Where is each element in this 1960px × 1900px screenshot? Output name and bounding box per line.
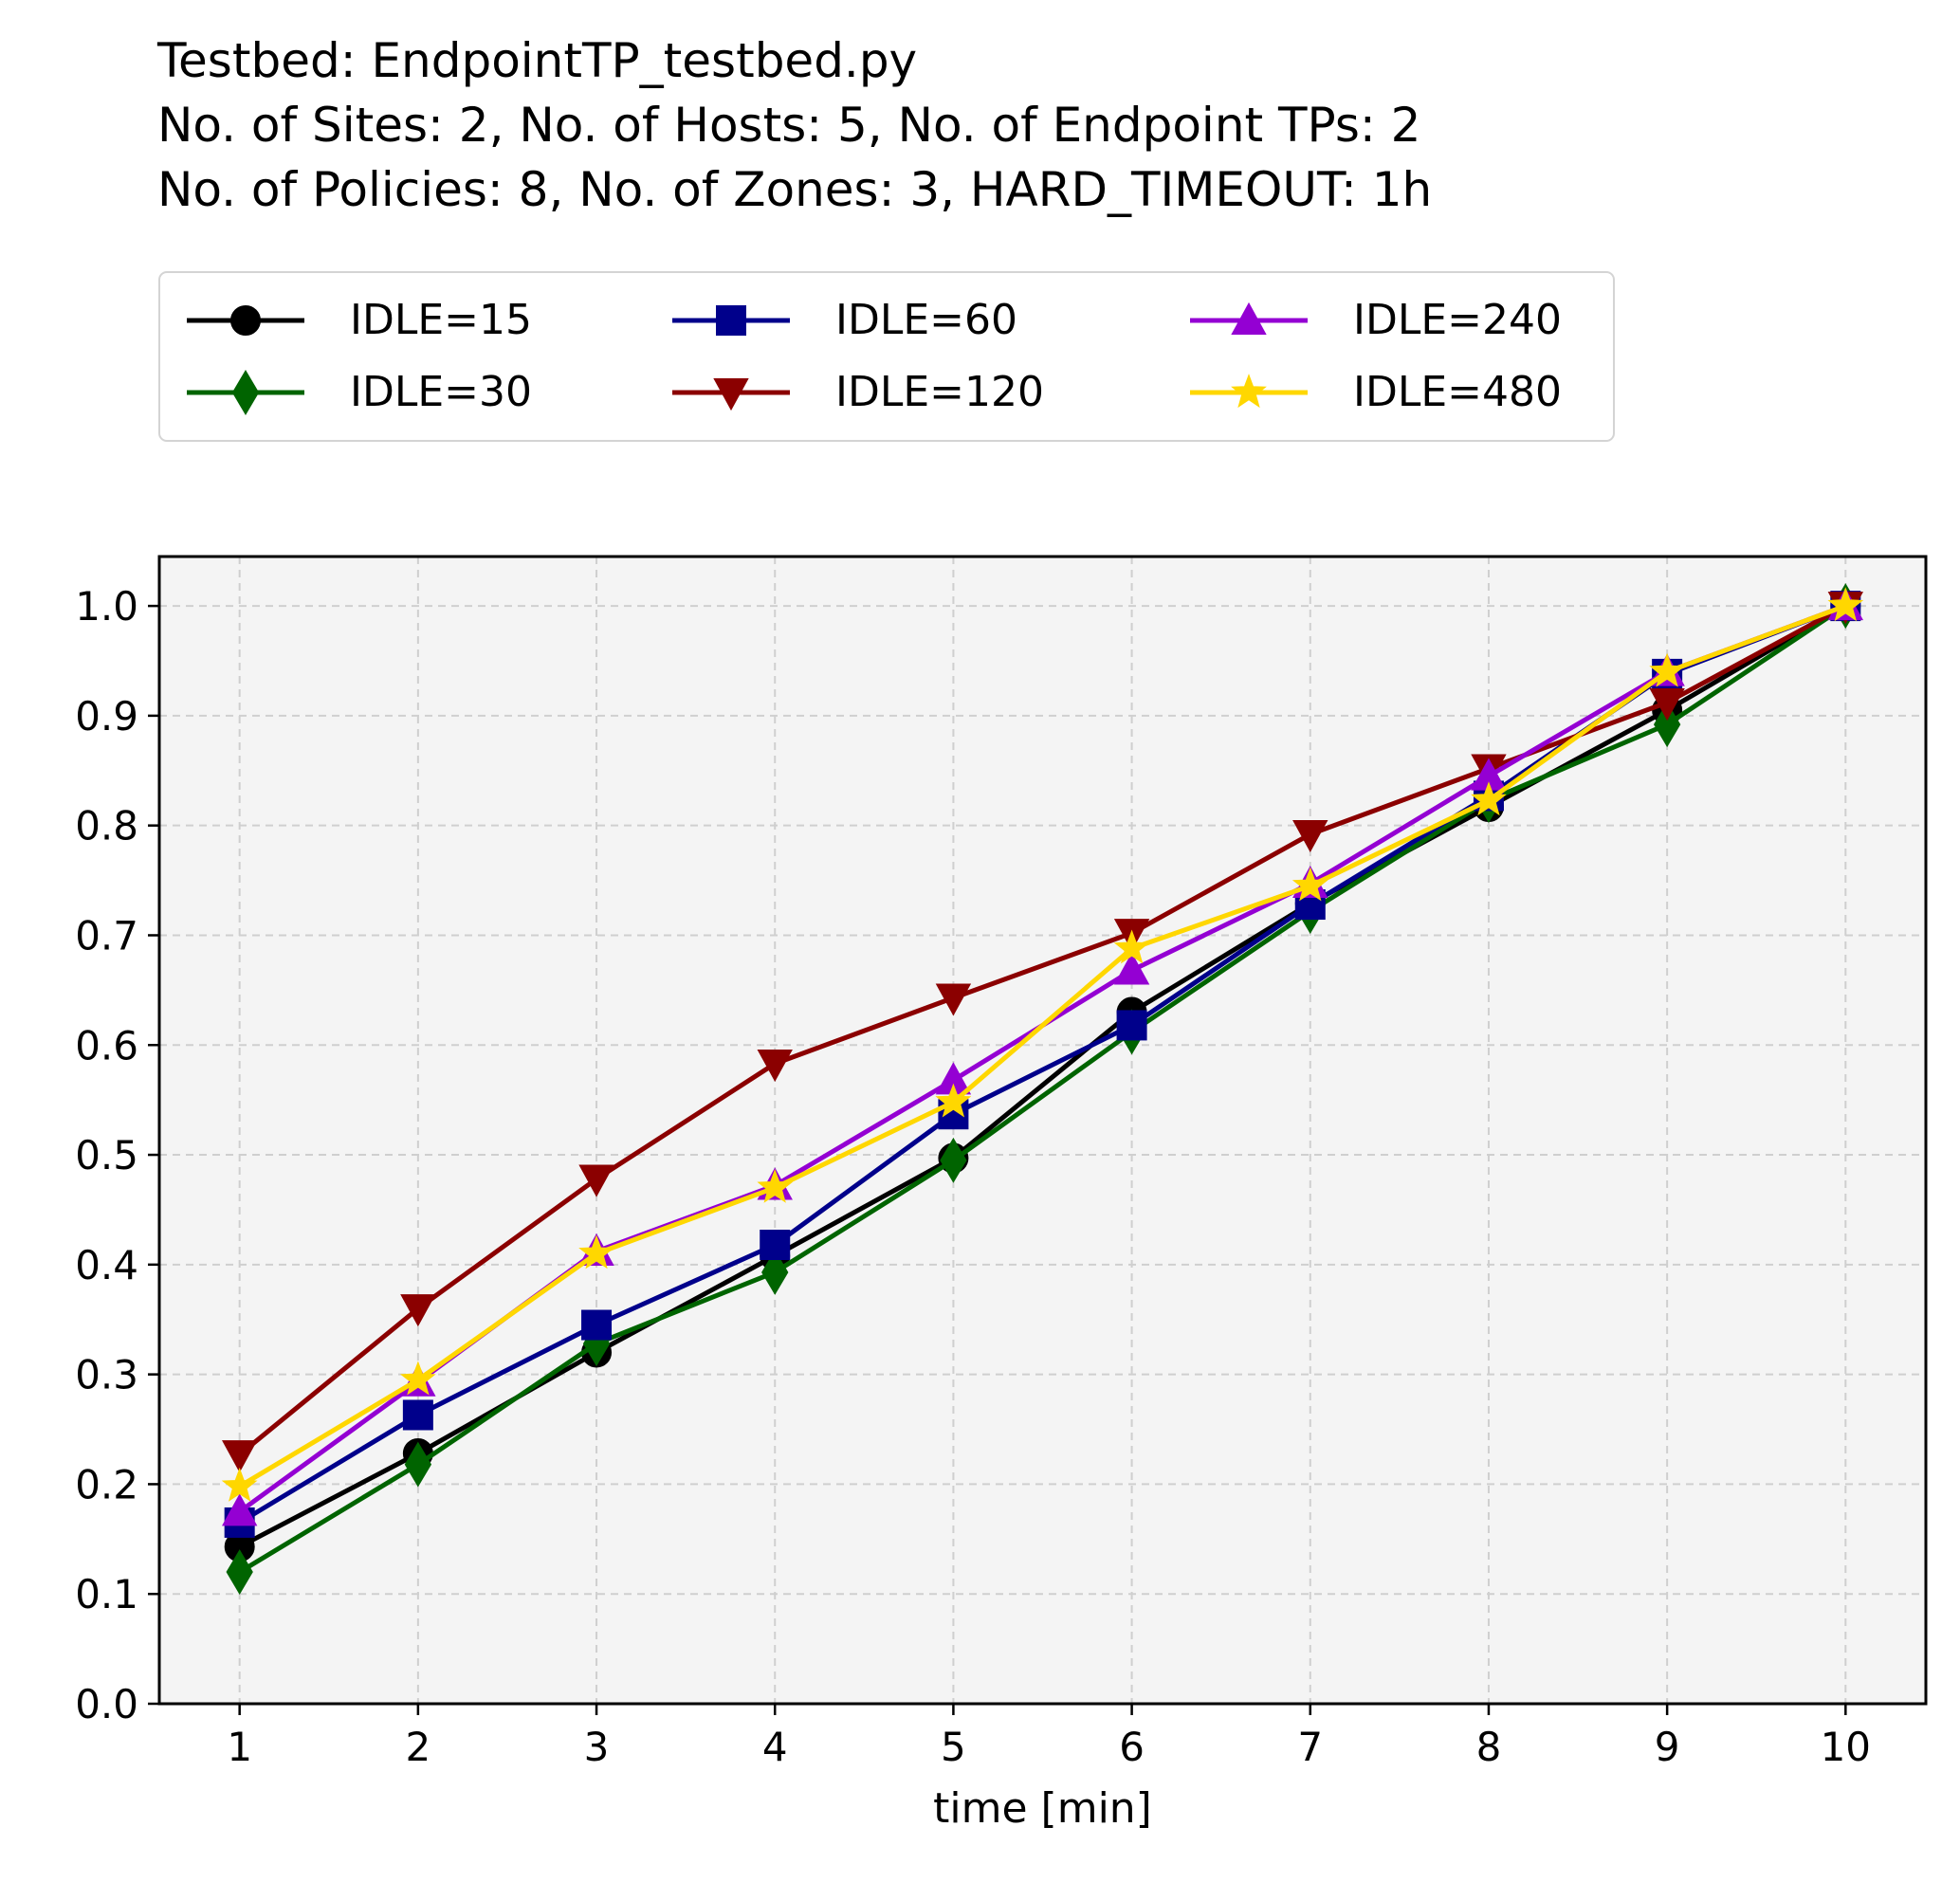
data-point-idle-480 <box>1471 781 1507 816</box>
data-point-idle-120 <box>757 1049 793 1083</box>
data-point-idle-60 <box>581 1309 613 1341</box>
data-point-idle-480 <box>757 1168 794 1203</box>
legend-label-idle-15: IDLE=15 <box>350 296 533 344</box>
series-line-idle-30 <box>238 604 1847 1575</box>
data-point-idle-30 <box>404 1441 432 1488</box>
data-point-idle-480 <box>1827 587 1864 622</box>
legend-marker <box>1231 301 1267 335</box>
legend-marker <box>231 370 260 415</box>
legend-swatch-idle-15 <box>187 305 304 336</box>
x-tick-label: 5 <box>941 1724 966 1770</box>
legend-marker <box>716 305 746 336</box>
plot-background <box>159 557 1926 1704</box>
data-point-idle-120 <box>578 1164 614 1197</box>
data-point-idle-60 <box>760 1230 791 1260</box>
legend-swatch-idle-480 <box>1190 374 1308 409</box>
data-point-idle-480 <box>935 1083 972 1118</box>
series-idle-480 <box>221 587 1864 1502</box>
legend-label-idle-30: IDLE=30 <box>350 368 533 416</box>
y-tick-label: 0.6 <box>75 1022 138 1069</box>
chart-legend: IDLE=15 IDLE=30 IDLE=60 IDLE=120 IDLE=24… <box>158 271 1615 442</box>
data-point-idle-120 <box>1649 688 1685 722</box>
legend-swatch-idle-60 <box>672 305 790 336</box>
data-point-idle-60 <box>1116 1010 1147 1041</box>
x-tick-label: 9 <box>1655 1724 1680 1770</box>
legend-label-idle-480: IDLE=480 <box>1353 368 1563 416</box>
legend-swatch-idle-240 <box>1190 301 1308 335</box>
data-point-idle-120 <box>935 983 972 1016</box>
chart-title: Testbed: EndpointTP_testbed.py No. of Si… <box>157 28 1432 222</box>
y-tick-label: 0.2 <box>75 1461 138 1507</box>
data-point-idle-30 <box>940 1137 967 1183</box>
data-point-idle-60 <box>402 1399 433 1431</box>
y-tick-label: 0.8 <box>75 803 138 850</box>
data-point-idle-120 <box>221 1440 258 1473</box>
series-line-idle-480 <box>238 603 1847 1489</box>
grid <box>159 557 1926 1705</box>
data-point-idle-120 <box>400 1294 436 1327</box>
legend-marker <box>1231 374 1267 409</box>
title-line-2: No. of Sites: 2, No. of Hosts: 5, No. of… <box>157 98 1421 153</box>
data-point-idle-240 <box>221 1493 258 1526</box>
y-tick-label: 0.9 <box>75 693 138 740</box>
x-tick-label: 6 <box>1119 1724 1145 1770</box>
y-tick-label: 1.0 <box>75 583 138 630</box>
legend-swatch-idle-120 <box>672 378 790 411</box>
data-point-idle-30 <box>226 1549 253 1596</box>
title-line-3: No. of Policies: 8, No. of Zones: 3, HAR… <box>157 162 1433 217</box>
data-point-idle-480 <box>221 1467 258 1502</box>
title-line-1: Testbed: EndpointTP_testbed.py <box>157 33 918 88</box>
data-point-idle-480 <box>1649 652 1686 687</box>
x-tick-label: 2 <box>405 1724 430 1770</box>
y-tick-label: 0.7 <box>75 912 138 959</box>
x-tick-label: 4 <box>762 1724 788 1770</box>
data-point-idle-480 <box>1113 929 1150 964</box>
x-axis-label: time [min] <box>933 1784 1152 1833</box>
legend-marker <box>230 305 261 336</box>
data-point-idle-120 <box>1292 819 1328 853</box>
y-tick-label: 0.3 <box>75 1352 138 1398</box>
legend-swatch-idle-30 <box>187 370 304 415</box>
x-tick-label: 1 <box>227 1724 252 1770</box>
data-point-idle-480 <box>1291 867 1328 902</box>
legend-label-idle-240: IDLE=240 <box>1353 296 1563 344</box>
legend-label-idle-120: IDLE=120 <box>835 368 1045 416</box>
x-tick-label: 10 <box>1821 1724 1871 1770</box>
data-point-idle-30 <box>1653 702 1681 748</box>
y-tick-label: 0.5 <box>75 1132 138 1178</box>
x-tick-label: 8 <box>1476 1724 1502 1770</box>
data-point-idle-480 <box>399 1361 436 1396</box>
y-tick-label: 0.1 <box>75 1571 138 1617</box>
x-tick-label: 3 <box>584 1724 610 1770</box>
data-point-idle-240 <box>1113 952 1150 985</box>
data-point-idle-480 <box>578 1234 614 1270</box>
y-tick-label: 0.4 <box>75 1242 138 1288</box>
x-tick-label: 7 <box>1297 1724 1323 1770</box>
legend-label-idle-60: IDLE=60 <box>835 296 1018 344</box>
data-point-idle-30 <box>761 1249 789 1295</box>
y-tick-label: 0.0 <box>75 1681 138 1727</box>
legend-marker <box>713 378 749 411</box>
plot-frame <box>157 555 1928 1706</box>
